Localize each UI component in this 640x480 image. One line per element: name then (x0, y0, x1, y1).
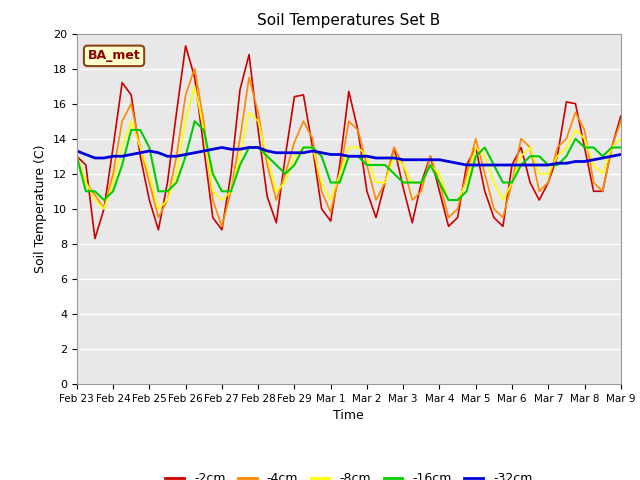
Legend: -2cm, -4cm, -8cm, -16cm, -32cm: -2cm, -4cm, -8cm, -16cm, -32cm (160, 468, 538, 480)
Text: BA_met: BA_met (88, 49, 140, 62)
Title: Soil Temperatures Set B: Soil Temperatures Set B (257, 13, 440, 28)
Y-axis label: Soil Temperature (C): Soil Temperature (C) (35, 144, 47, 273)
X-axis label: Time: Time (333, 409, 364, 422)
